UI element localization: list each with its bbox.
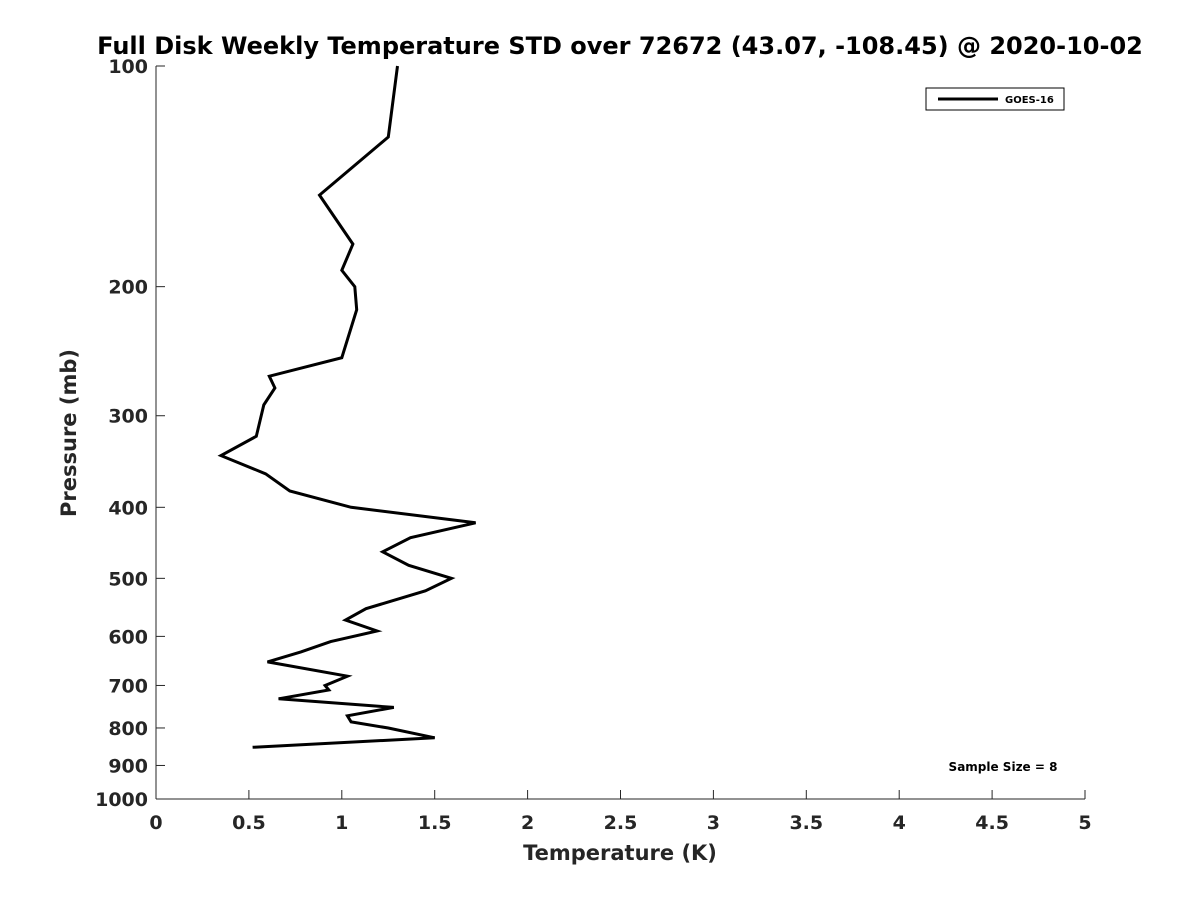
x-tick-label: 0 bbox=[149, 812, 162, 834]
x-tick-label: 3.5 bbox=[789, 812, 823, 834]
x-tick-label: 5 bbox=[1078, 812, 1091, 834]
y-tick-label: 500 bbox=[108, 568, 148, 590]
y-tick-label: 1000 bbox=[95, 789, 148, 811]
x-axis-label: Temperature (K) bbox=[523, 841, 717, 865]
x-tick-label: 2 bbox=[521, 812, 534, 834]
y-ticks: 100 200 300 400 500 600 700 800 900 1000 bbox=[95, 56, 165, 811]
chart-title: Full Disk Weekly Temperature STD over 72… bbox=[97, 32, 1143, 60]
x-tick-label: 3 bbox=[707, 812, 720, 834]
y-tick-label: 300 bbox=[108, 406, 148, 428]
x-tick-label: 4.5 bbox=[975, 812, 1009, 834]
y-tick-label: 600 bbox=[108, 626, 148, 648]
x-tick-label: 2.5 bbox=[604, 812, 638, 834]
y-tick-label: 100 bbox=[108, 56, 148, 78]
y-axis-label: Pressure (mb) bbox=[57, 349, 81, 517]
series bbox=[217, 65, 476, 749]
x-tick-label: 0.5 bbox=[232, 812, 266, 834]
y-tick-label: 700 bbox=[108, 675, 148, 697]
legend-label-goes-16: GOES-16 bbox=[1005, 95, 1054, 106]
x-ticks: 0 0.5 1 1.5 2 2.5 3 3.5 4 4.5 5 bbox=[149, 790, 1092, 834]
sample-size-annotation: Sample Size = 8 bbox=[949, 760, 1058, 774]
x-tick-label: 4 bbox=[893, 812, 906, 834]
y-tick-label: 200 bbox=[108, 277, 148, 299]
x-tick-label: 1 bbox=[335, 812, 348, 834]
legend: GOES-16 bbox=[925, 87, 1065, 111]
axes bbox=[155, 66, 1085, 800]
series-line-goes-16 bbox=[217, 65, 476, 749]
y-tick-label: 800 bbox=[108, 718, 148, 740]
y-tick-label: 400 bbox=[108, 497, 148, 519]
y-tick-label: 900 bbox=[108, 755, 148, 777]
x-tick-label: 1.5 bbox=[418, 812, 452, 834]
